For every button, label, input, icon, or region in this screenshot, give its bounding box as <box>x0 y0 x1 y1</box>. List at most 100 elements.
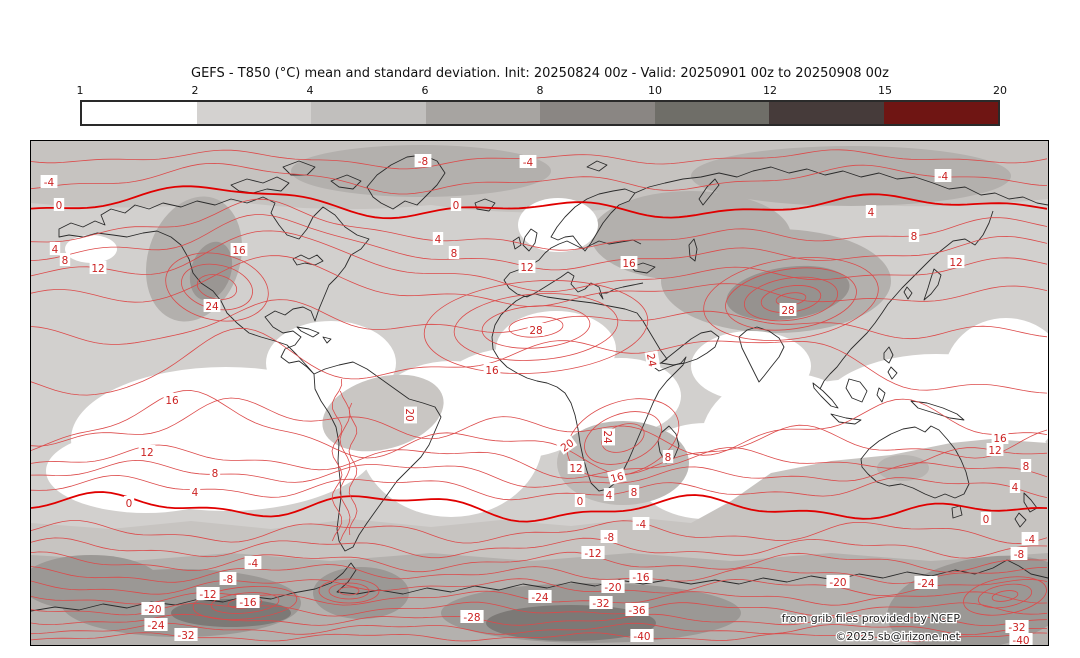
contour-label-bg <box>602 428 615 446</box>
contour-label-text: -4 <box>938 171 949 183</box>
contour-label-bg <box>404 406 417 424</box>
contour-label: 0 <box>123 496 135 510</box>
stddev-low-region <box>944 318 1048 434</box>
temperature-contour-loop <box>508 316 564 338</box>
contour-label-bg <box>236 595 260 608</box>
contour-label-text: -20 <box>604 582 621 594</box>
coastline <box>634 166 1048 206</box>
contour-label-text: -40 <box>1012 635 1029 645</box>
temperature-contour <box>31 578 1048 596</box>
contour-label-bg <box>589 596 613 609</box>
temperature-contour-loop <box>743 276 839 322</box>
contour-label-text: -16 <box>239 597 256 609</box>
contour-label-bg <box>556 434 578 455</box>
contour-label-bg <box>49 242 61 255</box>
colorbar-tick-label: 2 <box>191 84 199 97</box>
coastline <box>860 425 970 499</box>
contour-label-bg <box>600 530 618 543</box>
contour-label-bg <box>144 618 168 631</box>
coastline <box>903 286 913 300</box>
contour-label-bg <box>630 629 654 642</box>
contour-label-text: -12 <box>584 548 601 560</box>
contour-label-bg <box>567 461 585 474</box>
temperature-contour <box>31 390 1048 475</box>
temperature-contour-loop <box>481 305 591 349</box>
contour-label-text: 8 <box>212 468 219 480</box>
temperature-contour <box>31 185 1048 220</box>
map-title: GEFS - T850 (°C) mean and standard devia… <box>191 66 889 81</box>
contour-label: 4 <box>1009 480 1021 494</box>
contour-label-bg <box>625 603 649 616</box>
contour-label: -28 <box>460 610 484 624</box>
attribution-copyright: ©2025 sb@irizone.net <box>835 630 960 643</box>
contour-label-bg <box>1021 532 1039 545</box>
contour-label: -40 <box>630 629 654 643</box>
coastline <box>322 336 332 344</box>
contour-label-bg <box>163 393 181 406</box>
contour-label-bg <box>934 169 952 182</box>
contour-label-bg <box>89 261 107 274</box>
contour-label-bg <box>209 466 221 479</box>
contour-label: -32 <box>1005 620 1029 634</box>
temperature-contour <box>31 601 1048 617</box>
contour-label-bg <box>1020 459 1032 472</box>
coastline <box>812 382 839 409</box>
contour-label: 4 <box>603 488 615 502</box>
contour-label-text: 16 <box>165 395 179 407</box>
temperature-contour <box>31 397 1048 456</box>
coastline <box>1014 512 1027 528</box>
contour-label-text: 12 <box>91 263 104 275</box>
colorbar-tick-label: 10 <box>648 84 662 97</box>
contour-label: -4 <box>1021 532 1039 546</box>
colorbar: 1 2 4 6 8 10 12 15 20 <box>0 84 1080 134</box>
coastline <box>58 196 370 375</box>
contour-label: 0 <box>53 198 65 212</box>
contour-label: -4 <box>934 169 952 183</box>
contour-label-text: 8 <box>451 248 458 260</box>
coastline <box>1023 492 1038 513</box>
colorbar-segment <box>540 102 655 124</box>
contour-label: 16 <box>230 243 248 257</box>
contour-label: -4 <box>632 517 650 531</box>
temperature-contour-loop <box>328 582 370 600</box>
contour-label-bg <box>947 255 965 268</box>
contour-label-bg <box>1009 633 1033 645</box>
coastline <box>883 346 894 364</box>
contour-label: 28 <box>527 323 545 337</box>
colorbar-segment <box>654 102 769 124</box>
contour-label: 16 <box>620 256 638 270</box>
contour-label-text: 0 <box>126 498 133 510</box>
coastline <box>738 326 785 383</box>
coastline <box>491 293 687 492</box>
contour-label-bg <box>203 299 221 312</box>
contour-label-bg <box>644 350 661 370</box>
contour-label-text: 4 <box>868 207 875 219</box>
contour-label-bg <box>450 198 462 211</box>
stddev-shading-blob <box>31 555 161 611</box>
contour-label-text: -4 <box>1025 534 1036 546</box>
contour-label-text: 28 <box>781 305 794 317</box>
temperature-contour <box>31 444 1048 479</box>
contour-label-bg <box>914 576 938 589</box>
temperature-contour-loop <box>423 280 649 374</box>
contour-label-text: -8 <box>418 156 428 168</box>
contour-label-text: -24 <box>147 620 164 632</box>
contour-label-text: 4 <box>606 490 613 502</box>
contour-label: -12 <box>581 546 605 560</box>
contour-label: 8 <box>448 246 460 260</box>
contour-label-text: -4 <box>636 519 647 531</box>
contour-label-text: 4 <box>1012 482 1019 494</box>
contour-label: -24 <box>528 590 552 604</box>
temperature-contour <box>31 520 1048 545</box>
contour-label: -4 <box>519 155 537 169</box>
temperature-contour <box>31 551 1048 573</box>
contour-label-text: 16 <box>993 433 1007 445</box>
contour-label-text: 0 <box>56 200 63 212</box>
coastline <box>292 254 324 266</box>
contour-label-text: 4 <box>52 244 59 256</box>
colorbar-segment <box>196 102 311 124</box>
contour-label: 16 <box>163 393 181 407</box>
contour-label-text: -8 <box>1014 549 1024 561</box>
stddev-shading-blob <box>877 455 929 481</box>
